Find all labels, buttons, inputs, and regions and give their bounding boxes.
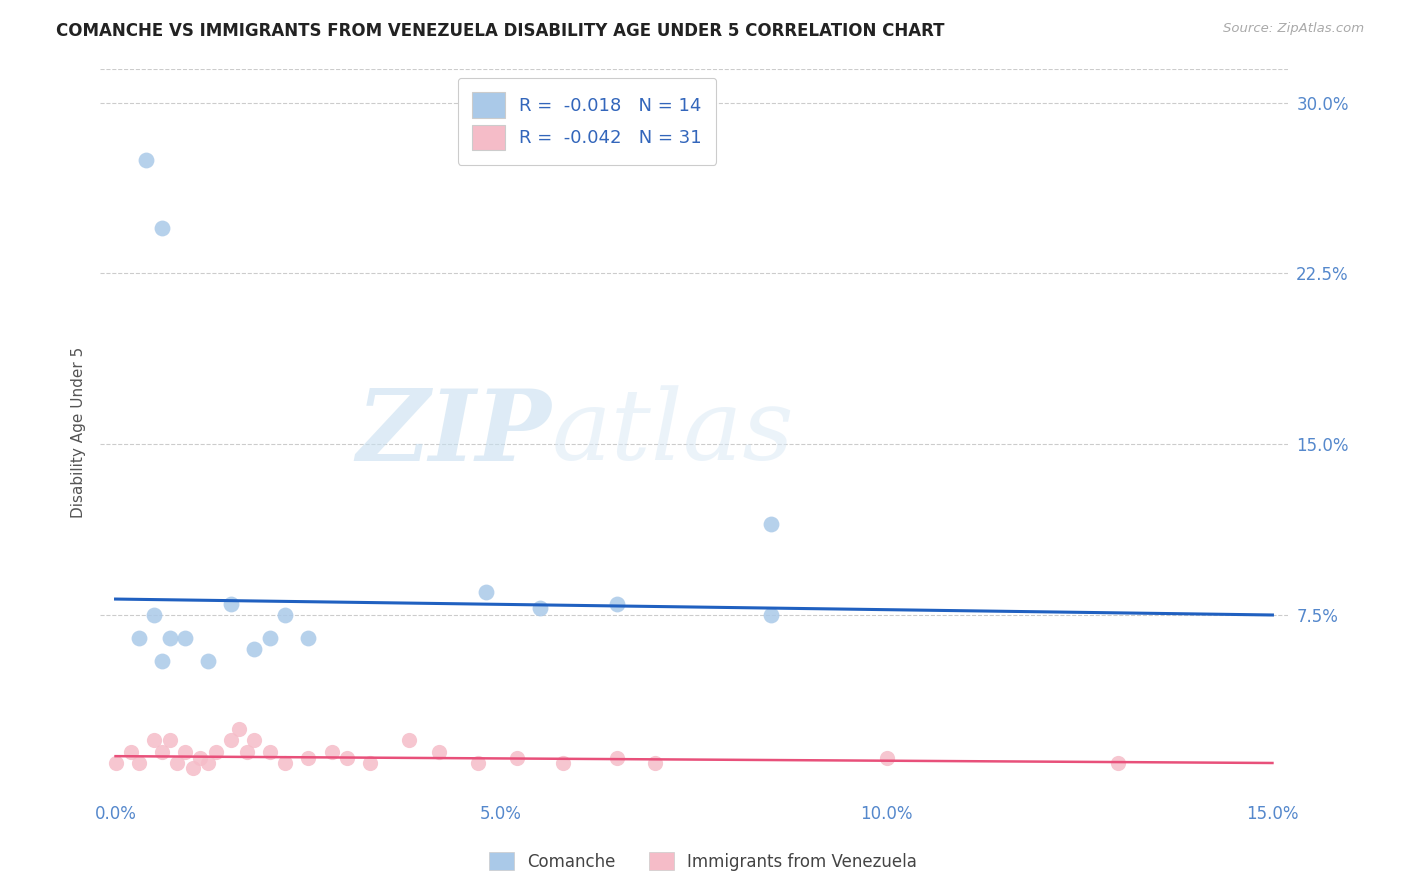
Text: COMANCHE VS IMMIGRANTS FROM VENEZUELA DISABILITY AGE UNDER 5 CORRELATION CHART: COMANCHE VS IMMIGRANTS FROM VENEZUELA DI… — [56, 22, 945, 40]
Point — [128, 631, 150, 645]
Point — [190, 751, 212, 765]
Point — [259, 745, 281, 759]
Point — [159, 631, 181, 645]
Point — [529, 601, 551, 615]
Point — [120, 745, 142, 759]
Point — [359, 756, 381, 770]
Point — [297, 631, 319, 645]
Point — [219, 597, 242, 611]
Point — [505, 751, 527, 765]
Point — [274, 756, 297, 770]
Point — [204, 745, 226, 759]
Point — [159, 733, 181, 747]
Point — [876, 751, 898, 765]
Point — [644, 756, 666, 770]
Point — [467, 756, 489, 770]
Point — [143, 607, 166, 622]
Point — [181, 760, 204, 774]
Point — [474, 585, 496, 599]
Point — [104, 756, 127, 770]
Point — [759, 607, 782, 622]
Point — [235, 745, 257, 759]
Point — [321, 745, 343, 759]
Point — [606, 751, 628, 765]
Legend: Comanche, Immigrants from Venezuela: Comanche, Immigrants from Venezuela — [481, 844, 925, 880]
Text: atlas: atlas — [551, 385, 794, 481]
Point — [150, 654, 173, 668]
Point — [174, 631, 197, 645]
Point — [336, 751, 359, 765]
Point — [243, 733, 266, 747]
Text: ZIP: ZIP — [357, 384, 551, 481]
Point — [150, 221, 173, 235]
Text: Source: ZipAtlas.com: Source: ZipAtlas.com — [1223, 22, 1364, 36]
Point — [243, 642, 266, 657]
Point — [398, 733, 420, 747]
Point — [128, 756, 150, 770]
Point — [606, 597, 628, 611]
Point — [197, 756, 219, 770]
Point — [259, 631, 281, 645]
Point — [135, 153, 157, 167]
Point — [274, 607, 297, 622]
Point — [759, 516, 782, 531]
Point — [166, 756, 188, 770]
Point — [297, 751, 319, 765]
Point — [551, 756, 574, 770]
Point — [1107, 756, 1129, 770]
Legend: R =  -0.018   N = 14, R =  -0.042   N = 31: R = -0.018 N = 14, R = -0.042 N = 31 — [458, 78, 716, 165]
Point — [150, 745, 173, 759]
Point — [219, 733, 242, 747]
Point — [174, 745, 197, 759]
Point — [228, 722, 250, 736]
Point — [143, 733, 166, 747]
Point — [429, 745, 451, 759]
Y-axis label: Disability Age Under 5: Disability Age Under 5 — [72, 347, 86, 518]
Point — [197, 654, 219, 668]
